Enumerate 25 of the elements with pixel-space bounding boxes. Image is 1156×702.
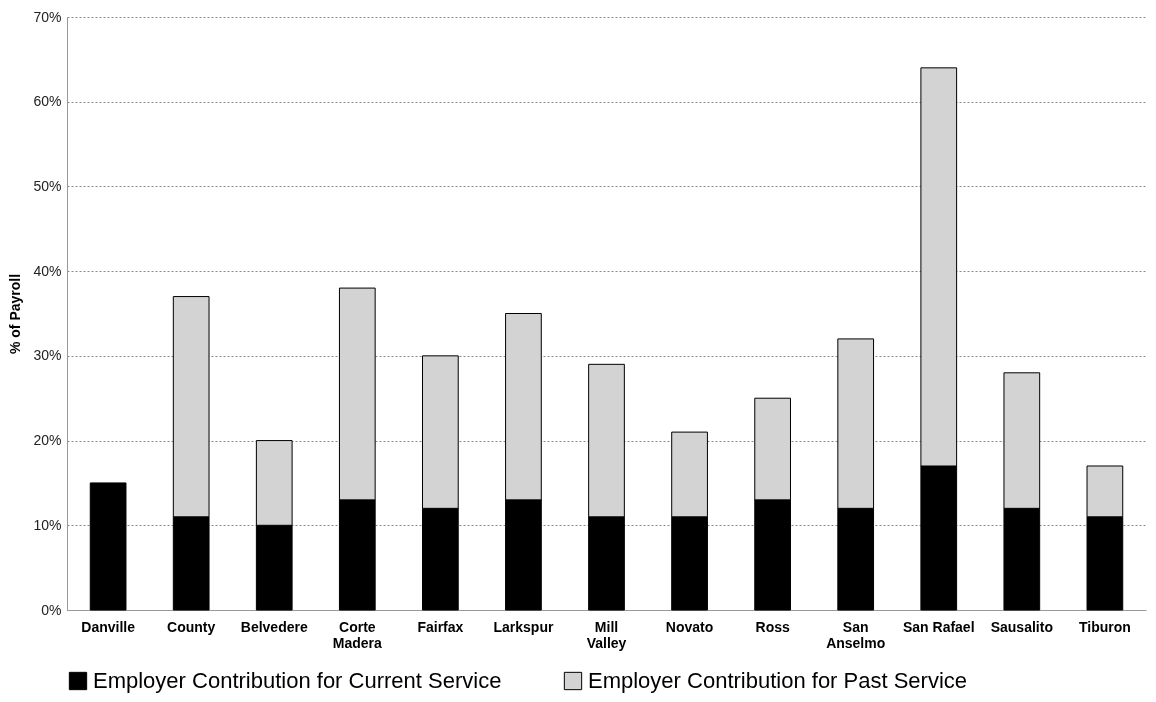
- x-tick-label: Larkspur: [493, 618, 554, 635]
- x-tick-label: Corte Madera: [332, 618, 383, 651]
- y-tick-label: 0%: [41, 601, 62, 618]
- bar: [89, 482, 127, 611]
- legend-label: Employer Contribution for Current Service: [93, 668, 502, 693]
- x-tick-label: San Rafael: [902, 618, 975, 635]
- y-tick-label: 10%: [33, 516, 62, 533]
- y-tick-label: 20%: [33, 432, 62, 449]
- y-tick-label: 70%: [33, 8, 62, 25]
- x-tick-label: Danville: [81, 618, 136, 635]
- x-tick-label: Ross: [755, 618, 790, 635]
- y-tick-label: 40%: [33, 262, 62, 279]
- x-tick-label: Novato: [665, 618, 714, 635]
- x-tick-label: Mill Valley: [586, 618, 627, 651]
- y-tick-label: 30%: [33, 347, 62, 364]
- legend-label: Employer Contribution for Past Service: [588, 668, 968, 693]
- x-tick-label: Tiburon: [1078, 618, 1131, 635]
- x-tick-label: Sausalito: [990, 618, 1053, 635]
- y-axis-title: % of Payroll: [7, 273, 24, 355]
- x-tick-label: San Anselmo: [826, 618, 886, 651]
- x-tick-label: Fairfax: [417, 618, 464, 635]
- x-tick-label: County: [167, 618, 216, 635]
- y-tick-label: 50%: [33, 177, 62, 194]
- y-tick-label: 60%: [33, 93, 62, 110]
- x-tick-label: Belvedere: [240, 618, 308, 635]
